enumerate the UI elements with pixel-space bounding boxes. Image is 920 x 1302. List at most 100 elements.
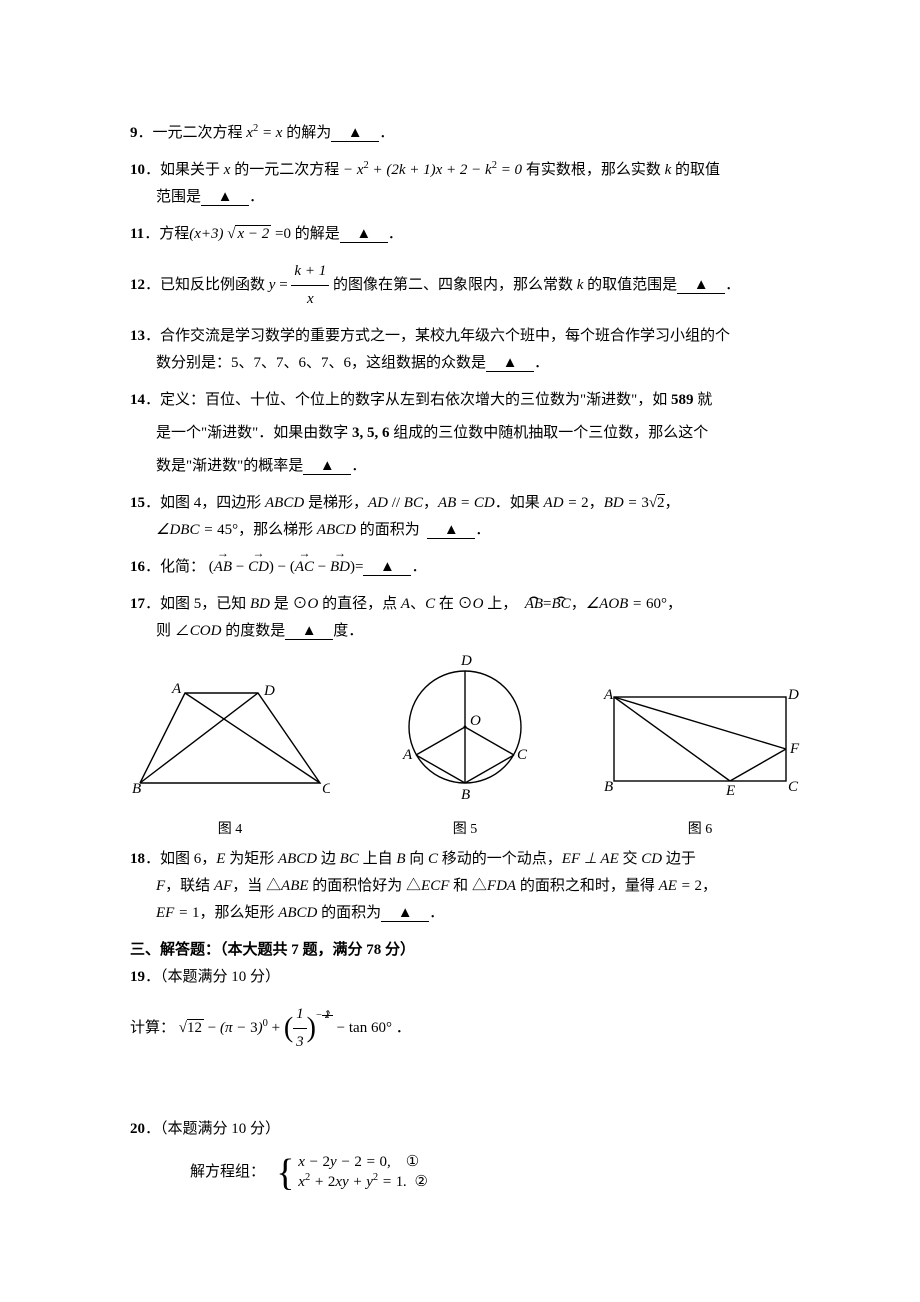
- q14-line2: 是一个"渐进数"．如果由数字 3, 5, 6 组成的三位数中随机抽取一个三位数，…: [130, 420, 800, 447]
- q18-m2: 边: [317, 851, 340, 867]
- q14-l2b: 组成的三位数中随机抽取一个三位数，那么这个: [390, 425, 709, 441]
- fig6-label: 图 6: [600, 817, 800, 842]
- q14-blank: ▲: [303, 459, 351, 475]
- q9-post: 的解为: [282, 125, 331, 141]
- q18-l2b: ，当 △: [232, 878, 281, 894]
- svg-text:F: F: [789, 741, 800, 757]
- q18-fda: FDA: [487, 878, 516, 894]
- q9-pre: ．一元二次方程: [138, 125, 247, 141]
- fig5-label: 图 5: [385, 817, 545, 842]
- arc-bc: BC: [552, 591, 571, 618]
- q14-num: 14: [130, 392, 145, 408]
- q14-l1a: ．定义：百位、十位、个位上的数字从左到右依次增大的三位数为"渐进数"，如: [145, 392, 671, 408]
- q18-m1: 为矩形: [225, 851, 278, 867]
- q16-num: 16: [130, 559, 145, 575]
- q12-blank: ▲: [677, 278, 725, 294]
- q18-line3: EF = 1，那么矩形 ABCD 的面积为▲．: [130, 900, 800, 927]
- q15-blank: ▲: [427, 523, 475, 539]
- q19-frac-num: 1: [293, 1001, 307, 1029]
- q17-o2: O: [473, 596, 484, 612]
- q17-m2: 的直径，点: [318, 596, 401, 612]
- q12-post: 的取值范围是: [583, 277, 677, 293]
- q20-system: x − 2y − 2 = 0, ① x2 + 2xy + y2 = 1. ②: [298, 1153, 428, 1192]
- q16-blank: ▲: [363, 560, 411, 576]
- q17-pre: ．如图 5，已知: [145, 596, 250, 612]
- q15-line2: ∠DBC = 45°，那么梯形 ABCD 的面积为 ▲．: [130, 517, 800, 544]
- fig4-svg: A D B C: [130, 675, 330, 805]
- q19-sqrt12: √12: [179, 1019, 204, 1036]
- q17-l2c: 度．: [333, 623, 363, 639]
- brace-icon: {: [276, 1154, 294, 1192]
- q18-cd: CD: [641, 851, 662, 867]
- q14-digits: 3, 5, 6: [352, 425, 390, 441]
- q18-m7: 边于: [662, 851, 696, 867]
- q20-num: 20: [130, 1121, 145, 1137]
- q13-line2: 数分别是：5、7、7、6、7、6，这组数据的众数是▲．: [130, 350, 800, 377]
- q14-589: 589: [671, 392, 694, 408]
- q17-o: O: [308, 596, 319, 612]
- svg-text:D: D: [787, 687, 799, 703]
- svg-text:C: C: [788, 779, 799, 795]
- svg-text:B: B: [604, 779, 613, 795]
- q11-sqrt: √x − 2: [227, 225, 271, 242]
- figure-4: A D B C 图 4: [130, 675, 330, 842]
- q14-l1b: 就: [694, 392, 713, 408]
- q18-l2f: ，: [702, 878, 717, 894]
- q10-mid3: 的取值: [671, 162, 720, 178]
- figure-6: A D B C E F 图 6: [600, 685, 800, 842]
- q19-frac-den: 3: [293, 1029, 307, 1056]
- q18-ae2: AE = 2: [659, 878, 702, 894]
- q18-f: F: [156, 878, 165, 894]
- svg-text:A: A: [603, 687, 614, 703]
- figure-5: D O A C B 图 5: [385, 655, 545, 842]
- q10-mid2: 有实数根，那么实数: [522, 162, 665, 178]
- q17-m1: 是 ⊙: [270, 596, 308, 612]
- q18-pre: ．如图 6，: [145, 851, 216, 867]
- q18-abcd: ABCD: [278, 851, 317, 867]
- q16-pre: ．化简：: [145, 559, 205, 575]
- vec-bd: BD: [330, 554, 350, 581]
- vec-ab: AB: [214, 554, 232, 581]
- q17-m5: 上，: [483, 596, 521, 612]
- q10-mid1: 的一元二次方程: [230, 162, 343, 178]
- q15-angle: ∠DBC = 45°: [156, 522, 238, 538]
- section-3-title: 三、解答题：（本大题共 7 题，满分 78 分）: [130, 937, 800, 964]
- q18-m5: 移动的一个动点，: [438, 851, 562, 867]
- fig5-svg: D O A C B: [385, 655, 545, 805]
- q18-abcd2: ABCD: [278, 905, 317, 921]
- q15-adbc: AD // BC: [368, 495, 423, 511]
- q17-a: A: [401, 596, 410, 612]
- q14-l3: 数是"渐进数"的概率是: [156, 458, 303, 474]
- q15-ad2: AD = 2: [544, 495, 589, 511]
- q13-blank: ▲: [486, 356, 534, 372]
- q20-head: ．（本题满分 10 分）: [145, 1121, 280, 1137]
- q12-pre: ．已知反比例函数: [145, 277, 269, 293]
- q10-pre: ．如果关于: [145, 162, 224, 178]
- question-13: 13．合作交流是学习数学的重要方式之一，某校九年级六个班中，每个班合作学习小组的…: [130, 323, 800, 377]
- q14-l2a: 是一个"渐进数"．如果由数字: [156, 425, 352, 441]
- q11-blank: ▲: [340, 227, 388, 243]
- q12-frac-den: x: [291, 286, 329, 313]
- q10-line2-text: 范围是: [156, 189, 201, 205]
- q19-label: 计算：: [130, 1020, 175, 1036]
- q17-angle: ∠AOB = 60°: [586, 596, 667, 612]
- q17-line2: 则 ∠COD 的度数是▲度．: [130, 618, 800, 645]
- q18-l2a: ，联结: [165, 878, 214, 894]
- q16-eq: =: [355, 559, 363, 575]
- q15-pre: ．如图 4，四边形: [145, 495, 265, 511]
- q18-l2e: 的面积之和时，量得: [516, 878, 659, 894]
- q15-num: 15: [130, 495, 145, 511]
- q20-label: 解方程组：: [190, 1164, 265, 1180]
- q12-num: 12: [130, 277, 145, 293]
- figures-row: A D B C 图 4 D O A: [130, 655, 800, 842]
- q14-line3: 数是"渐进数"的概率是▲．: [130, 453, 800, 480]
- q11-pre: ．方程: [144, 226, 189, 242]
- q15-m3: ．如果: [495, 495, 544, 511]
- q18-c: C: [428, 851, 438, 867]
- page: 9．一元二次方程 x2 = x 的解为▲． 10．如果关于 x 的一元二次方程 …: [0, 0, 920, 1302]
- question-19: 19．（本题满分 10 分）: [130, 964, 800, 991]
- question-12: 12．已知反比例函数 y = k + 1 x 的图像在第二、四象限内，那么常数 …: [130, 258, 800, 313]
- q15-abcd-eq: AB = CD: [438, 495, 495, 511]
- q17-m6: ，: [571, 596, 586, 612]
- q18-m6: 交: [619, 851, 642, 867]
